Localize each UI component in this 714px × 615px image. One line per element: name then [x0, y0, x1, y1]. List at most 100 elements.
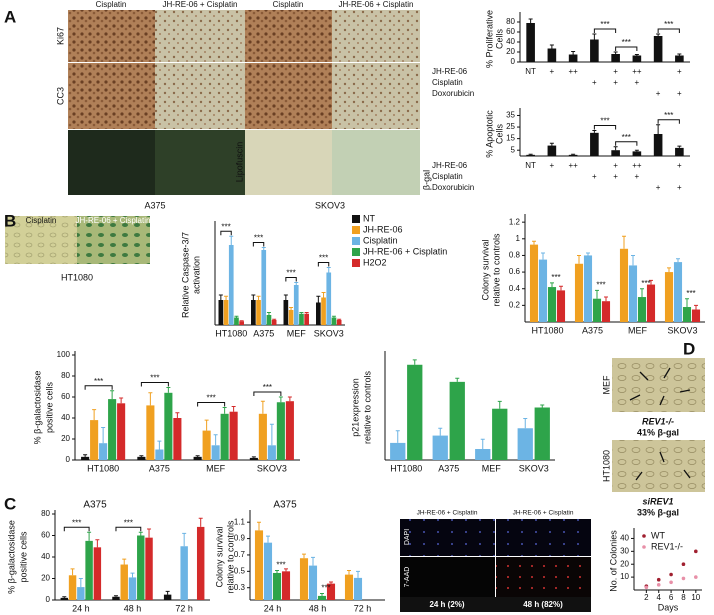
bar	[353, 577, 363, 600]
y-tick-label: 0.2	[509, 300, 521, 309]
point	[694, 549, 698, 554]
error-bar	[62, 596, 67, 598]
bar	[193, 456, 202, 460]
row-label: CC3	[55, 87, 65, 105]
bar	[538, 259, 548, 322]
significance-label: ***	[221, 222, 230, 231]
error-bar	[113, 595, 118, 597]
y-tick-label: 60	[41, 531, 50, 540]
error-bar	[316, 295, 321, 303]
bar	[93, 547, 102, 600]
error-bar	[656, 124, 661, 134]
y-tick-label: 1	[516, 234, 521, 243]
y-tick-label: 25	[506, 122, 515, 131]
error-bar	[130, 572, 135, 578]
error-bar	[480, 438, 485, 450]
bar	[308, 565, 318, 600]
bar	[85, 540, 93, 600]
error-bar	[95, 539, 100, 548]
significance-bracket	[285, 277, 297, 282]
error-bar	[685, 298, 689, 308]
bar	[321, 297, 326, 325]
x-tick-label: SKOV3	[257, 463, 287, 473]
y-axis-label: % Proliferative	[484, 10, 494, 68]
bar	[180, 546, 188, 600]
bar	[492, 408, 508, 460]
error-bar	[676, 258, 680, 263]
bar	[632, 55, 642, 62]
condition-label: +	[677, 89, 682, 98]
bar	[691, 309, 701, 322]
significance-label: ***	[124, 518, 133, 527]
x-tick-label: 48 h	[309, 603, 327, 613]
y-axis-label: Cells	[494, 124, 504, 145]
y-tick-label: 0.4	[509, 284, 521, 293]
arrows	[629, 367, 691, 481]
bar	[137, 535, 145, 600]
y-axis-label: Relative Caspase-3/7	[180, 232, 190, 318]
error-bar	[559, 285, 563, 291]
error-bar	[175, 412, 180, 418]
micrograph	[496, 557, 591, 597]
cell-line-label: A375	[144, 200, 165, 210]
error-bar	[266, 312, 271, 315]
error-bar	[592, 130, 597, 133]
x-tick-label: HT1080	[390, 463, 422, 473]
panel-letter: D	[683, 339, 695, 358]
significance-bracket	[140, 382, 169, 387]
x-tick-label: 4	[657, 593, 662, 602]
column-label: JH-RE-06 + Cisplatin	[513, 510, 574, 517]
column-label: Cisplatin	[273, 0, 304, 9]
bar	[299, 313, 304, 325]
panel-d-images: MEF REV1-/- 41% β-gal HT1080 siREV1 33% …	[601, 358, 705, 517]
y-tick-label: 0.8	[509, 251, 521, 260]
significance-bracket	[657, 119, 680, 124]
legend-swatch	[352, 248, 360, 256]
bar	[112, 596, 120, 600]
bar	[326, 583, 336, 600]
error-bar	[571, 51, 576, 55]
y-tick-label: 0	[511, 57, 516, 66]
y-tick-label: 10	[620, 572, 629, 581]
condition-name: JH-RE-06	[432, 161, 468, 170]
bar	[145, 537, 153, 600]
condition-label: +	[613, 67, 618, 76]
significance-label: ***	[254, 234, 263, 243]
condition-label: +	[656, 183, 661, 192]
y-tick-label: 40	[61, 413, 70, 422]
bar	[611, 54, 620, 62]
y-axis-label: relative to controls	[225, 520, 235, 594]
error-bar	[283, 294, 288, 300]
chart-title: A375	[83, 500, 107, 511]
condition-label: +	[635, 172, 640, 181]
significance-label: ***	[596, 280, 605, 289]
y-tick-label: 20	[41, 574, 50, 583]
chart-title: A375	[273, 500, 297, 511]
y-tick-label: 15	[506, 134, 515, 143]
bar	[202, 430, 211, 460]
micrograph	[332, 10, 420, 62]
x-tick-label: 24 h	[264, 603, 282, 613]
x-axis-label: Days	[658, 602, 679, 612]
y-tick-label: 80	[61, 371, 70, 380]
bar	[304, 313, 309, 325]
condition-label: ++	[568, 67, 578, 76]
legend-swatch	[352, 215, 360, 223]
error-bar	[261, 247, 266, 250]
time-label: 24 h (2%)	[429, 600, 464, 609]
significance-label: ***	[319, 254, 328, 263]
y-tick-label: 20	[506, 47, 515, 56]
bar	[432, 435, 448, 460]
error-bar	[119, 397, 124, 404]
cell-line-label: SKOV3	[315, 200, 345, 210]
error-bar	[320, 592, 324, 596]
y-tick-label: 0.6	[509, 267, 521, 276]
x-tick-label: 8	[681, 593, 686, 602]
condition-label: NT	[525, 67, 536, 76]
cell-label: HT1080	[601, 450, 611, 482]
point	[644, 585, 649, 590]
bar	[675, 55, 684, 62]
x-tick-label: 10	[691, 593, 700, 602]
error-bar	[667, 267, 671, 273]
